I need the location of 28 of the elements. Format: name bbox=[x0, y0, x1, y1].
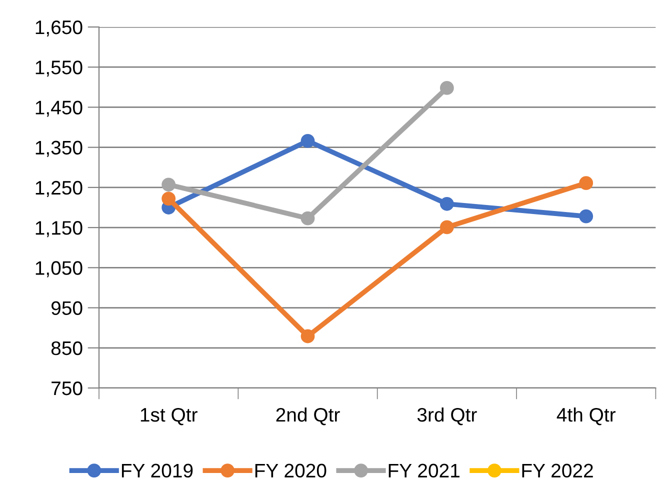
y-tick-label: 1,450 bbox=[36, 100, 82, 117]
point bbox=[162, 192, 176, 206]
point bbox=[440, 196, 454, 211]
x-tick-label: 4th Qtr bbox=[556, 407, 616, 426]
legend-label: FY 2022 bbox=[522, 464, 593, 478]
x-tick-label: 2nd Qtr bbox=[276, 407, 340, 426]
y-tick-label: 1,350 bbox=[36, 140, 82, 157]
point bbox=[579, 176, 594, 190]
x-tick-label: 3rd Qtr bbox=[417, 407, 477, 426]
point bbox=[300, 134, 315, 148]
legend-label: FY 2021 bbox=[388, 464, 460, 478]
legend-label: FY 2020 bbox=[255, 464, 326, 478]
y-tick-label: 1,150 bbox=[36, 221, 82, 238]
x-tick-label: 1st Qtr bbox=[140, 408, 198, 426]
point bbox=[579, 209, 594, 224]
legend-label: FY 2019 bbox=[122, 464, 193, 478]
y-tick-label: 850 bbox=[51, 341, 82, 356]
point bbox=[300, 211, 315, 226]
y-tick-label: 1,050 bbox=[36, 261, 82, 278]
y-tick-label: 1,650 bbox=[36, 20, 82, 37]
point bbox=[440, 81, 454, 95]
y-tick-label: 750 bbox=[52, 381, 82, 396]
point bbox=[300, 329, 315, 344]
point bbox=[162, 178, 176, 192]
y-tick-label: 1,250 bbox=[36, 180, 82, 197]
y-tick-label: 950 bbox=[52, 301, 82, 316]
y-tick-label: 1,550 bbox=[36, 60, 82, 77]
point bbox=[440, 220, 454, 234]
